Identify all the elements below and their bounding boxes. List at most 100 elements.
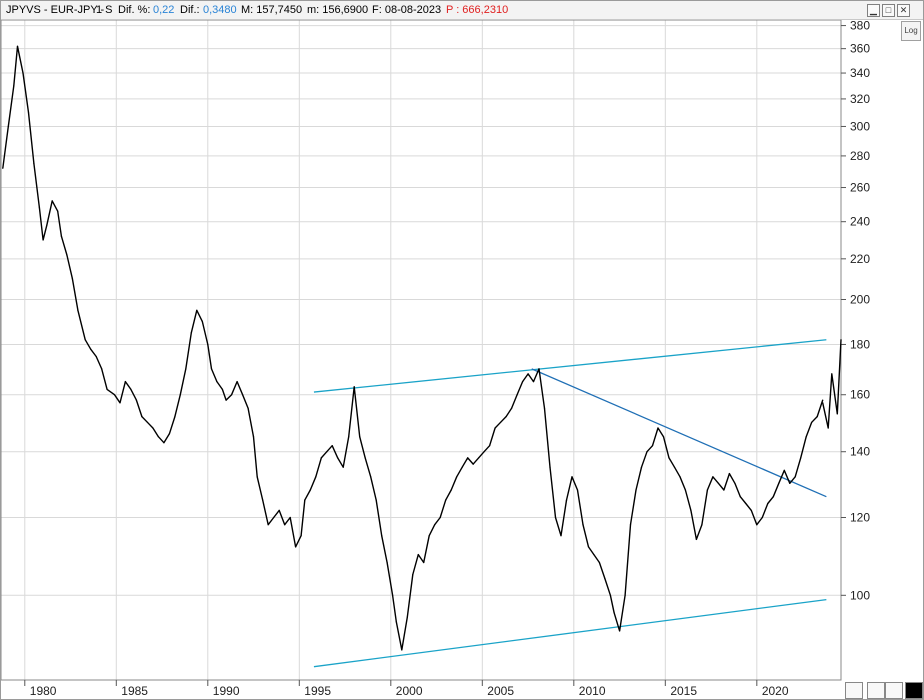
price-point	[57, 210, 59, 212]
title-bar: JPYVS - EUR-JPY - 1 S Dif. %: 0,22 Dif.:…	[1, 1, 923, 20]
dif-label: Dif.:	[180, 4, 200, 16]
pin-icon[interactable]	[885, 682, 903, 699]
price-point	[673, 466, 676, 468]
price-point	[320, 457, 322, 459]
dif-value: 0,3480	[203, 4, 237, 16]
x-tick-label: 1990	[213, 684, 240, 698]
trendline-line	[531, 368, 827, 498]
projection-line	[822, 339, 842, 429]
price-point	[598, 561, 601, 564]
price-point	[342, 466, 344, 468]
y-tick-label: 180	[850, 337, 870, 351]
y-tick-label: 300	[850, 119, 870, 133]
price-point	[772, 496, 774, 498]
chart-grid	[1, 20, 841, 680]
price-point	[185, 368, 187, 370]
y-tick-label: 140	[850, 445, 870, 459]
y-tick-label: 320	[850, 92, 870, 106]
price-point	[119, 402, 121, 404]
price-point	[543, 407, 546, 409]
price-point	[587, 546, 590, 548]
price-point	[745, 502, 747, 505]
price-point	[712, 476, 714, 478]
price-point	[805, 436, 807, 438]
price-point	[113, 394, 116, 396]
price-point	[783, 469, 785, 471]
price-point	[472, 463, 474, 465]
price-point	[2, 167, 4, 169]
y-axis: 100 120 140 160 180 200 220 240 260 280 300 320 340 3…	[841, 20, 870, 602]
price-point	[221, 388, 223, 390]
price-point	[701, 524, 703, 526]
x-tick-label: 2020	[762, 684, 789, 698]
annotation-lines[interactable]	[313, 339, 827, 668]
price-point	[840, 339, 842, 341]
close-button[interactable]: ✕	[897, 4, 910, 17]
price-point	[22, 72, 24, 74]
price-point	[130, 388, 132, 390]
price-point	[554, 516, 557, 519]
scroll-icon[interactable]	[845, 682, 863, 699]
price-point	[695, 538, 698, 541]
price-point	[800, 457, 802, 459]
price-point	[789, 482, 791, 484]
x-axis: 1980 1985 1990 1995 2000 2005 2010 2015 2020	[24, 680, 789, 698]
price-point	[662, 436, 665, 438]
price-point	[406, 616, 408, 618]
price-point	[511, 407, 513, 409]
price-point	[190, 332, 192, 334]
price-point	[106, 388, 108, 390]
x-tick-label: 1995	[304, 684, 331, 698]
price-point	[300, 535, 302, 537]
color-swatch-icon[interactable]	[905, 682, 923, 699]
log-scale-button[interactable]: Log	[901, 21, 921, 41]
price-point	[27, 111, 30, 114]
price-point	[33, 163, 35, 165]
price-point	[794, 476, 796, 478]
price-point	[604, 578, 606, 580]
price-point	[348, 436, 350, 438]
price-point	[532, 381, 535, 383]
price-point	[216, 381, 218, 383]
price-point	[706, 489, 709, 491]
price-point	[71, 278, 73, 280]
price-point	[262, 499, 264, 501]
price-point	[295, 546, 297, 548]
maximize-button[interactable]: □	[882, 4, 895, 17]
price-point	[278, 509, 280, 511]
price-point	[38, 207, 41, 209]
price-point	[42, 239, 44, 241]
price-point	[353, 386, 355, 388]
price-point	[467, 457, 469, 459]
price-chart: 100 120 140 160 180 200 220 240 260 280 300 320 340 3…	[1, 20, 870, 698]
price-point	[375, 499, 377, 501]
price-point	[609, 594, 612, 596]
price-point	[619, 630, 621, 632]
price-point	[174, 416, 176, 418]
price-point	[381, 535, 383, 537]
dif-pct-label: Dif. %:	[118, 4, 151, 16]
price-point	[657, 427, 659, 429]
price-point	[84, 339, 86, 341]
price-point	[315, 476, 317, 478]
price-point	[750, 509, 752, 511]
price-point	[201, 320, 203, 322]
price-point	[146, 421, 148, 423]
minimize-button[interactable]: ▁	[867, 4, 880, 17]
price-point	[179, 394, 181, 396]
price-point	[252, 436, 255, 438]
price-point	[445, 499, 447, 501]
min-value: m: 156,6900	[307, 4, 369, 16]
price-point	[16, 45, 19, 47]
y-tick-label: 160	[850, 388, 870, 402]
price-point	[527, 373, 529, 375]
price-point	[236, 381, 238, 383]
price-point	[500, 421, 502, 423]
price-point	[66, 254, 68, 256]
save-icon[interactable]	[867, 682, 885, 699]
price-point	[576, 489, 579, 491]
plot-frame	[1, 20, 842, 681]
price-point	[196, 309, 198, 311]
price-point	[646, 451, 648, 453]
price-point	[77, 309, 79, 311]
